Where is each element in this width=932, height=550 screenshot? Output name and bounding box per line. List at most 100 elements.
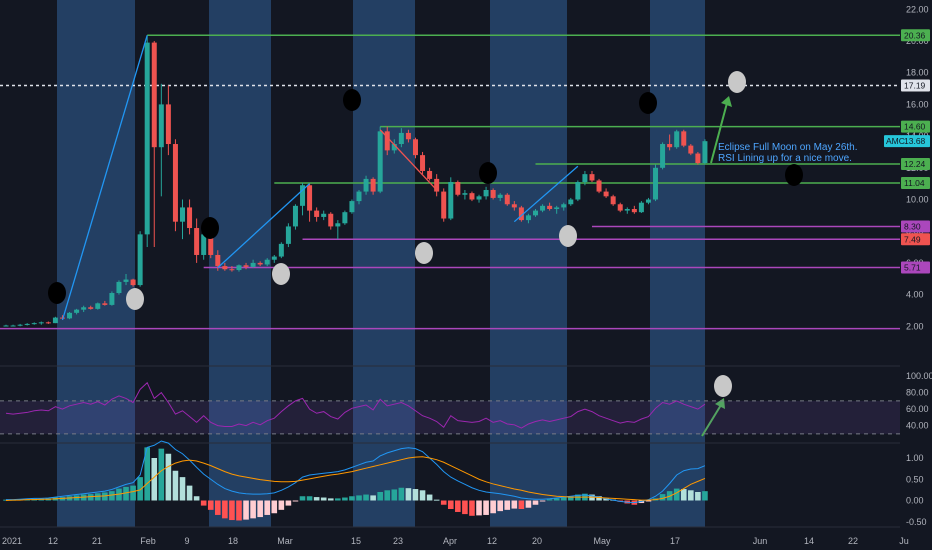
candle-body[interactable] <box>24 323 30 325</box>
candle-body[interactable] <box>370 178 376 192</box>
candle-body[interactable] <box>653 167 659 200</box>
candle-body[interactable] <box>674 131 680 148</box>
candle-body[interactable] <box>645 199 651 203</box>
candle-body[interactable] <box>405 132 411 140</box>
candle-body[interactable] <box>172 144 178 222</box>
candle-body[interactable] <box>476 196 482 200</box>
candle-body[interactable] <box>589 174 595 181</box>
candle-body[interactable] <box>610 196 616 205</box>
candle-body[interactable] <box>151 42 157 148</box>
candle-body[interactable] <box>582 174 588 183</box>
candle-body[interactable] <box>695 153 701 164</box>
candle-body[interactable] <box>448 182 454 219</box>
candle-body[interactable] <box>688 145 694 154</box>
candle-body[interactable] <box>561 204 567 208</box>
candle-body[interactable] <box>278 243 284 257</box>
rsi-line[interactable] <box>5 381 706 429</box>
candle-body[interactable] <box>596 180 602 192</box>
candle-body[interactable] <box>158 104 164 148</box>
candle-body[interactable] <box>420 155 426 171</box>
candle-body[interactable] <box>144 42 150 235</box>
candle-body[interactable] <box>624 209 630 211</box>
candle-body[interactable] <box>533 210 538 216</box>
candle-body[interactable] <box>257 262 263 265</box>
candle-body[interactable] <box>321 213 327 217</box>
candle-body[interactable] <box>342 212 348 224</box>
candlestick-series[interactable] <box>3 35 708 327</box>
candle-body[interactable] <box>660 144 666 168</box>
candle-body[interactable] <box>271 256 277 260</box>
candle-body[interactable] <box>547 205 553 210</box>
candle-body[interactable] <box>243 265 249 267</box>
candle-body[interactable] <box>434 178 440 192</box>
time-axis[interactable]: 2021 12 21 Feb 9 18 Mar 15 23 Apr 12 20 May 17 Jun 14 22… <box>2 536 909 546</box>
candle-body[interactable] <box>222 266 228 270</box>
candle-body[interactable] <box>137 234 143 286</box>
candle-body[interactable] <box>17 324 23 326</box>
candle-body[interactable] <box>102 303 108 305</box>
candle-body[interactable] <box>490 189 496 198</box>
candle-body[interactable] <box>31 323 37 325</box>
candle-body[interactable] <box>384 131 390 151</box>
candle-body[interactable] <box>617 204 623 211</box>
candle-body[interactable] <box>314 210 320 217</box>
candle-body[interactable] <box>307 185 313 211</box>
candle-body[interactable] <box>95 303 101 309</box>
candle-body[interactable] <box>250 262 256 267</box>
candle-body[interactable] <box>300 185 306 206</box>
candle-body[interactable] <box>130 279 136 286</box>
candle-body[interactable] <box>412 139 418 156</box>
candle-body[interactable] <box>483 189 489 197</box>
candle-body[interactable] <box>497 194 503 198</box>
candle-body[interactable] <box>165 104 171 145</box>
candle-body[interactable] <box>194 228 200 255</box>
candle-body[interactable] <box>525 215 531 221</box>
candle-body[interactable] <box>3 325 9 327</box>
candle-body[interactable] <box>702 141 708 164</box>
candle-body[interactable] <box>292 205 298 227</box>
candle-body[interactable] <box>81 307 87 310</box>
rsi-panel[interactable] <box>0 381 900 435</box>
candle-body[interactable] <box>45 322 51 324</box>
candle-body[interactable] <box>667 144 673 148</box>
candle-body[interactable] <box>349 201 355 213</box>
candle-body[interactable] <box>462 193 468 195</box>
candle-body[interactable] <box>109 293 115 305</box>
candle-body[interactable] <box>398 132 404 145</box>
candle-body[interactable] <box>427 170 433 179</box>
candle-body[interactable] <box>540 205 546 211</box>
candle-body[interactable] <box>455 182 461 195</box>
candle-body[interactable] <box>568 199 574 205</box>
candle-body[interactable] <box>180 207 185 222</box>
candle-body[interactable] <box>511 204 517 208</box>
candle-body[interactable] <box>441 191 447 219</box>
candle-body[interactable] <box>67 312 73 319</box>
candle-body[interactable] <box>208 234 214 255</box>
candle-body[interactable] <box>335 223 341 227</box>
candle-body[interactable] <box>38 322 44 324</box>
candle-body[interactable] <box>504 194 510 205</box>
candle-body[interactable] <box>123 279 129 282</box>
candle-body[interactable] <box>215 254 221 267</box>
candle-body[interactable] <box>469 193 475 200</box>
candle-body[interactable] <box>328 213 334 227</box>
candle-body[interactable] <box>638 202 644 213</box>
candle-body[interactable] <box>52 317 58 324</box>
candle-body[interactable] <box>363 178 369 192</box>
candle-body[interactable] <box>229 269 235 271</box>
candle-body[interactable] <box>575 182 581 200</box>
candle-body[interactable] <box>187 207 193 229</box>
candle-body[interactable] <box>10 325 16 327</box>
candle-body[interactable] <box>88 307 94 309</box>
macd-panel[interactable] <box>3 440 708 521</box>
candle-body[interactable] <box>603 191 609 197</box>
candle-body[interactable] <box>116 281 122 294</box>
candle-body[interactable] <box>631 209 637 213</box>
candle-body[interactable] <box>377 131 383 192</box>
candle-body[interactable] <box>391 144 397 151</box>
candle-body[interactable] <box>518 207 524 221</box>
price-axis[interactable]: 22.0020.0018.0016.0014.0012.0010.008.006… <box>884 0 932 550</box>
candle-body[interactable] <box>356 191 362 202</box>
candle-body[interactable] <box>236 265 242 271</box>
